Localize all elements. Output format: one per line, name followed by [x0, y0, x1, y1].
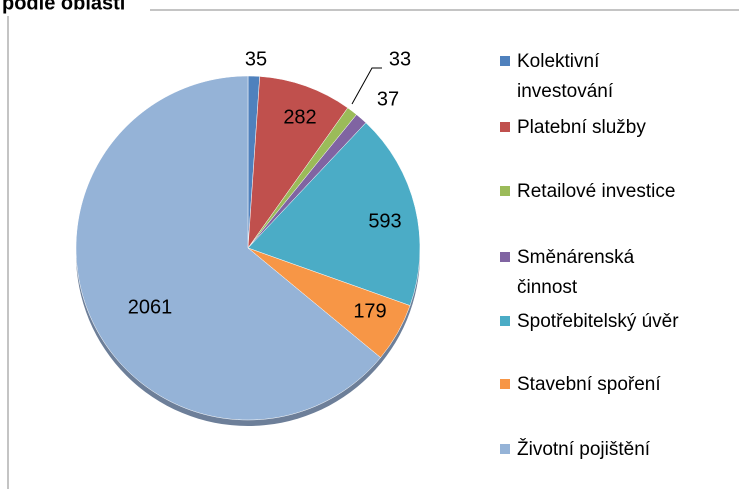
legend-label: Retailové investice	[517, 181, 676, 202]
data-label: 33	[389, 48, 411, 70]
pie-slice	[75, 75, 381, 421]
data-label: 593	[368, 210, 401, 232]
legend-entry: Stavební spoření	[500, 370, 739, 400]
legend-swatch	[500, 56, 510, 66]
legend-entry: Retailové investice	[500, 177, 739, 207]
chart-frame	[7, 9, 739, 489]
pie-slice	[247, 76, 349, 249]
data-label: 35	[245, 48, 267, 70]
legend-swatch	[500, 186, 510, 196]
legend-entry: Směnárenská činnost	[500, 243, 677, 303]
legend-label: Životní pojištění	[517, 439, 651, 460]
legend-label: Směnárenská činnost	[517, 247, 635, 298]
data-label: 282	[283, 106, 316, 128]
data-label: 37	[377, 88, 399, 110]
legend-label: Stavební spoření	[517, 374, 661, 395]
data-label: 2061	[128, 296, 173, 318]
legend-swatch	[500, 379, 510, 389]
legend-label: Platební služby	[517, 117, 646, 138]
legend-label: Kolektivní investování	[517, 51, 614, 102]
title-bg	[0, 0, 150, 16]
leader-line	[351, 67, 382, 105]
legend-swatch	[500, 444, 510, 454]
data-label: 179	[353, 300, 386, 322]
legend-entry: Životní pojištění	[500, 435, 739, 465]
legend-entry: Spotřebitelský úvěr	[500, 307, 739, 337]
legend-swatch	[500, 252, 510, 262]
legend-entry: Kolektivní investování	[500, 47, 677, 107]
legend-swatch	[500, 316, 510, 326]
pie-slice	[247, 122, 421, 306]
legend-swatch	[500, 122, 510, 132]
legend-entry: Platební služby	[500, 113, 717, 143]
chart-title: podle oblasti	[2, 0, 125, 14]
legend-label: Spotřebitelský úvěr	[517, 311, 679, 332]
